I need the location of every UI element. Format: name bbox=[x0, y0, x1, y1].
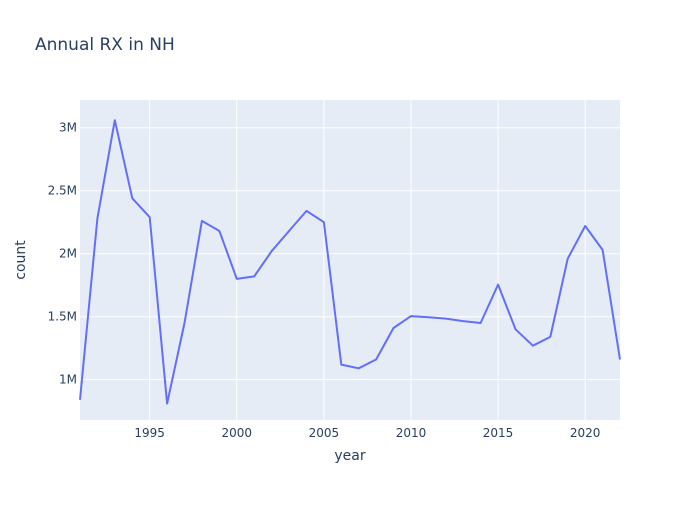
axis-ticks: 1995 2000 2005 2010 2015 2020 1M 1.5M 2M 2.5M 3M bbox=[48, 121, 601, 440]
y-tick-label: 2.5M bbox=[48, 184, 77, 198]
x-tick-label: 2020 bbox=[570, 426, 601, 440]
plot-area bbox=[80, 100, 620, 420]
y-tick-label: 2M bbox=[59, 247, 77, 261]
grid-lines bbox=[80, 100, 620, 420]
series-line bbox=[79, 119, 621, 405]
y-tick-label: 1.5M bbox=[48, 310, 77, 324]
series-layer bbox=[79, 119, 621, 405]
y-tick-label: 3M bbox=[59, 121, 77, 135]
x-tick-label: 2000 bbox=[222, 426, 253, 440]
x-tick-label: 2005 bbox=[309, 426, 340, 440]
x-tick-label: 1995 bbox=[134, 426, 165, 440]
x-tick-label: 2015 bbox=[483, 426, 514, 440]
chart-title: Annual RX in NH bbox=[35, 35, 175, 55]
x-axis-label: year bbox=[334, 448, 365, 464]
x-tick-label: 2010 bbox=[396, 426, 427, 440]
y-tick-label: 1M bbox=[59, 373, 77, 387]
y-axis-label: count bbox=[13, 240, 29, 280]
